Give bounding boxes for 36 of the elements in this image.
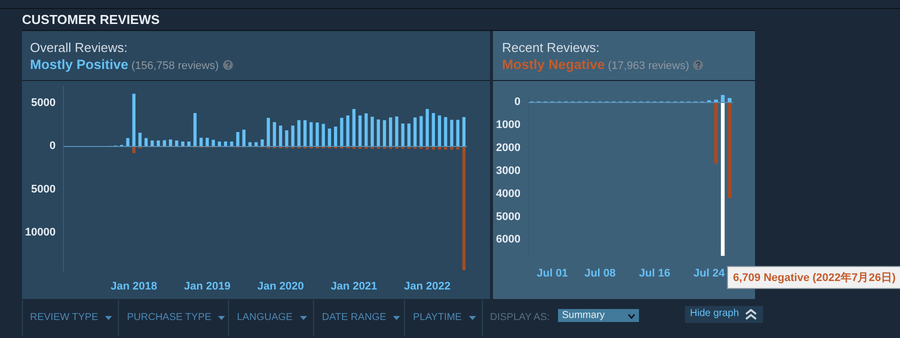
text: REVIEW TYPE [30, 312, 98, 323]
text: Hide graph [685, 306, 763, 323]
y-tick-label: 0 [49, 140, 56, 152]
x-tick-label: Jul 24 [694, 268, 726, 280]
y-tick-label: 1000 [496, 119, 520, 132]
text: DATE RANGE [322, 312, 386, 323]
x-tick-label: Jan 2021 [330, 280, 378, 292]
chart-subtitle: Mostly Positive [30, 57, 128, 72]
y-tick-label: 3000 [496, 164, 520, 177]
text: 6,709 Negative (2022年7月26日) [727, 266, 900, 289]
y-tick-label: 2000 [496, 142, 520, 154]
y-tick-label: 5000 [31, 183, 56, 196]
y-tick-label: 0 [514, 96, 520, 108]
text: Summary [558, 309, 639, 322]
chart-subtitle: Mostly Negative [502, 57, 605, 72]
y-tick-label: 10000 [24, 226, 56, 238]
chart-title: Recent Reviews: [502, 40, 600, 55]
x-tick-label: Jan 2020 [257, 280, 304, 292]
text: PURCHASE TYPE [127, 312, 212, 323]
text: CUSTOMER REVIEWS [22, 12, 160, 27]
x-tick-label: Jan 2022 [404, 280, 451, 292]
x-tick-label: Jul 16 [639, 268, 670, 280]
x-tick-label: Jan 2018 [110, 280, 158, 292]
x-tick-label: Jul 08 [584, 268, 616, 280]
text: (17,963 reviews) [606, 60, 690, 72]
x-tick-label: Jan 2019 [184, 280, 230, 292]
y-tick-label: 4000 [496, 188, 520, 200]
y-tick-label: 6000 [496, 234, 520, 246]
x-tick-label: Jul 01 [536, 268, 568, 280]
text: (156,758 reviews) [130, 60, 219, 72]
y-tick-label: 5000 [496, 210, 520, 223]
text: DISPLAY AS: [490, 312, 550, 323]
chart-title: Overall Reviews: [30, 40, 128, 55]
text: LANGUAGE [237, 312, 293, 323]
y-tick-label: 5000 [31, 97, 56, 110]
text: PLAYTIME [413, 312, 462, 323]
